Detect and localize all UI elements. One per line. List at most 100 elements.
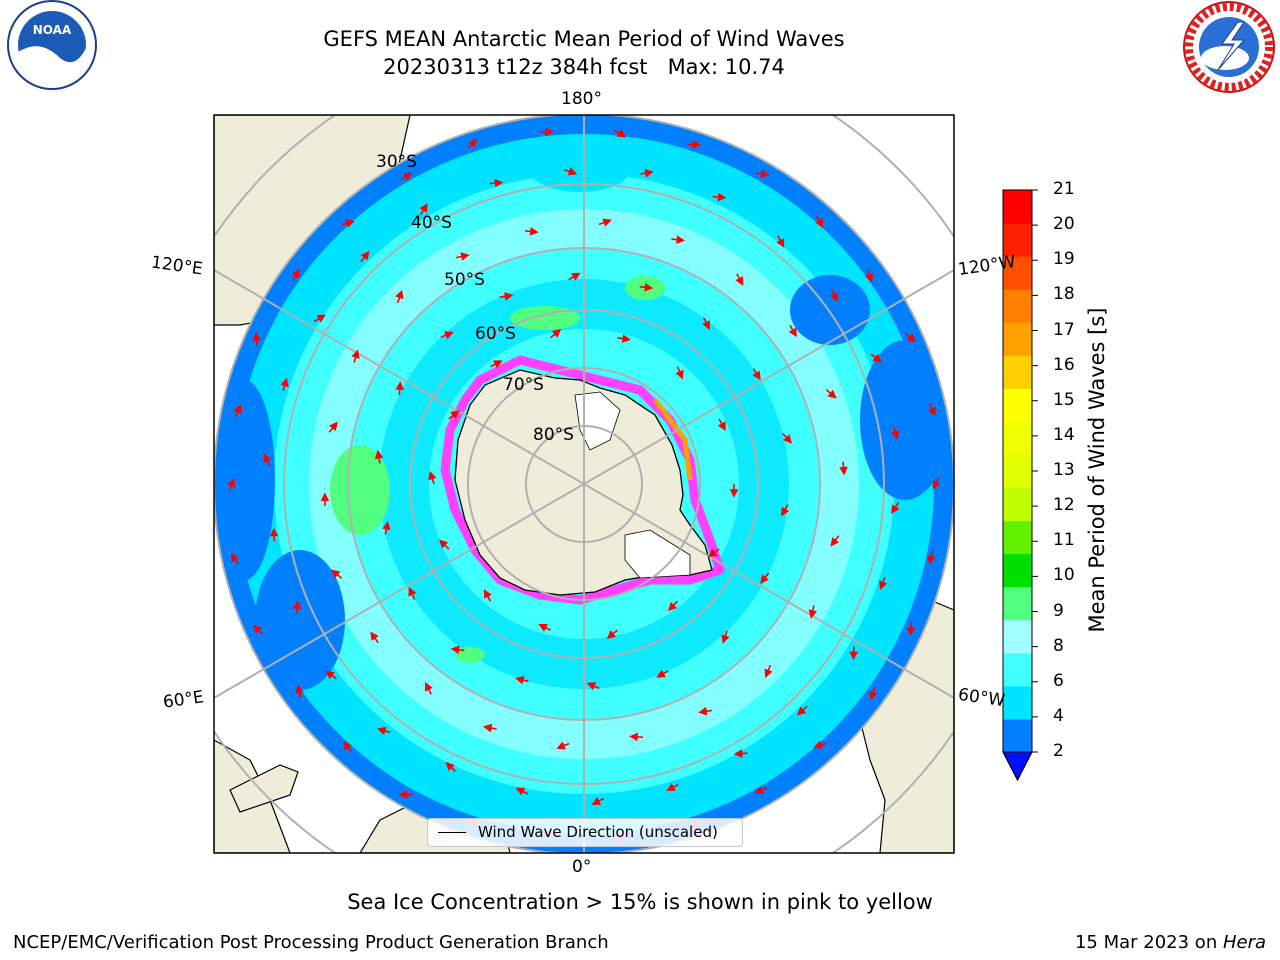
- map-subtitle: 20230313 t12z 384h fcst Max: 10.74: [383, 55, 785, 79]
- wind-wave-arrow: [280, 377, 289, 392]
- wind-wave-arrow: [869, 686, 878, 701]
- colorbar-tick-label: 18: [1053, 284, 1075, 305]
- wind-wave-arrow: [639, 283, 654, 292]
- colorbar-extend-triangle: [1002, 751, 1033, 782]
- wind-wave-arrow: [698, 706, 712, 716]
- wind-wave-arrow: [398, 790, 413, 799]
- wind-wave-arrow: [440, 331, 454, 340]
- colorbar-tick-label: 4: [1053, 705, 1064, 726]
- colorbar-segment: [1003, 652, 1032, 687]
- wind-wave-arrow: [613, 129, 627, 138]
- colorbar-label: Mean Period of Wind Waves [s]: [1085, 307, 1109, 633]
- wind-wave-arrow: [815, 215, 824, 228]
- svg-text:NOAA: NOAA: [33, 23, 72, 37]
- wind-wave-arrow: [445, 761, 456, 773]
- wind-wave-arrow: [927, 403, 936, 417]
- wind-wave-arrow: [331, 569, 343, 579]
- footer-date: 15 Mar 2023 on Hera: [1075, 932, 1266, 953]
- wind-wave-arrow: [666, 783, 679, 792]
- wind-wave-arrow: [325, 670, 337, 680]
- colorbar-segment: [1003, 355, 1032, 389]
- map-title: GEFS MEAN Antarctic Mean Period of Wind …: [323, 27, 845, 51]
- wind-wave-arrow: [932, 476, 941, 490]
- colorbar-tick-label: 16: [1053, 354, 1075, 375]
- colorbar-tick-label: 14: [1053, 424, 1075, 445]
- wind-wave-arrow: [400, 172, 413, 181]
- colorbar-segment: [1003, 322, 1032, 356]
- footer-date-text: 15 Mar 2023 on: [1074, 932, 1223, 953]
- lat-label-70s: 70°S: [503, 375, 544, 395]
- wind-wave-arrow: [525, 227, 539, 236]
- wind-wave-arrow: [755, 169, 770, 179]
- wind-wave-arrow: [788, 324, 797, 338]
- lat-label-80s: 80°S: [533, 425, 574, 445]
- wind-wave-arrow: [490, 360, 503, 369]
- map-frame: [213, 114, 955, 854]
- wind-wave-arrow: [292, 600, 302, 614]
- wind-wave-arrow: [733, 749, 748, 758]
- colorbar-tick-label: 17: [1053, 319, 1075, 340]
- wind-wave-arrow: [252, 332, 261, 346]
- wind-wave-arrow: [776, 235, 785, 248]
- wind-wave-arrow: [233, 404, 242, 418]
- lat-label-30s: 30°S: [376, 152, 417, 172]
- wind-wave-arrow: [328, 421, 338, 433]
- wind-wave-arrow: [781, 504, 790, 517]
- wind-wave-arrow: [483, 589, 492, 602]
- wind-wave-arrow: [598, 218, 612, 227]
- wind-wave-arrow: [568, 272, 581, 281]
- colorbar-tick-label: 13: [1053, 460, 1075, 480]
- wind-wave-arrow: [313, 314, 326, 323]
- wind-wave-arrow: [760, 572, 770, 584]
- colorbar-tick-label: 2: [1053, 741, 1064, 761]
- colorbar-tick-label: 21: [1053, 179, 1075, 199]
- wind-wave-arrow: [467, 138, 478, 150]
- wind-wave-arrow: [456, 252, 470, 261]
- wind-wave-arrow: [764, 664, 773, 678]
- lon-label-0: 0°: [572, 857, 592, 877]
- wind-wave-arrow: [515, 787, 529, 796]
- wind-wave-arrow: [540, 127, 554, 137]
- footer-credit: NCEP/EMC/Verification Post Processing Pr…: [13, 932, 609, 953]
- wind-wave-arrow: [906, 622, 916, 636]
- wind-wave-arrow: [667, 600, 679, 612]
- colorbar-segment: [1003, 388, 1032, 422]
- wind-wave-arrow: [606, 629, 618, 640]
- legend-label: Wind Wave Direction (unscaled): [478, 823, 718, 841]
- colorbar-segment: [1003, 619, 1032, 654]
- wind-wave-arrow: [671, 235, 686, 244]
- wind-wave-arrow: [374, 449, 384, 464]
- wind-wave-arrow: [556, 741, 570, 750]
- lat-label-50s: 50°S: [444, 270, 485, 290]
- wind-wave-arrow: [839, 461, 848, 476]
- wind-wave-arrow: [735, 273, 744, 286]
- wind-wave-arrow: [360, 250, 370, 263]
- colorbar-tick-label: 12: [1053, 495, 1075, 516]
- colorbar-tick-label: 6: [1053, 670, 1064, 691]
- wind-wave-arrow: [489, 178, 504, 188]
- wind-wave-arrow: [829, 288, 838, 302]
- wind-wave-arrow: [754, 786, 768, 795]
- wind-wave-arrow: [656, 669, 669, 678]
- nws-logo: [1183, 1, 1275, 93]
- wind-wave-arrow: [813, 740, 827, 749]
- wind-wave-arrow: [538, 624, 551, 632]
- colorbar-segment: [1003, 685, 1032, 720]
- wind-wave-arrow: [499, 292, 514, 301]
- wind-wave-arrow: [849, 646, 859, 661]
- wind-wave-arrow: [483, 723, 497, 733]
- wind-wave-arrow: [227, 477, 235, 492]
- wind-wave-arrow: [752, 368, 761, 381]
- wind-wave-arrow: [891, 501, 900, 515]
- colorbar-segment: [1003, 487, 1032, 522]
- colorbar-tick-label: 10: [1053, 565, 1075, 586]
- wind-wave-arrow: [712, 192, 727, 202]
- wind-wave-arrow: [729, 484, 739, 498]
- wind-wave-arrow: [395, 289, 404, 304]
- lat-label-60s: 60°S: [475, 324, 516, 344]
- wind-wave-arrow: [617, 334, 631, 343]
- wind-wave-arrow: [591, 797, 605, 805]
- legend-line-swatch: [438, 832, 466, 833]
- colorbar-segment: [1003, 586, 1032, 621]
- colorbar-tick-label: 20: [1053, 214, 1075, 235]
